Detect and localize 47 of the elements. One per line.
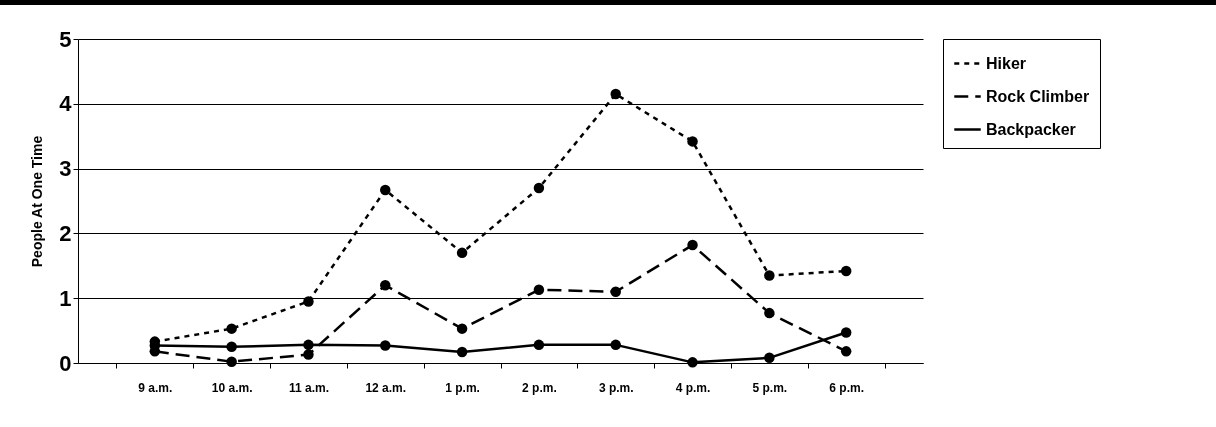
x-tick-label: 12 a.m. bbox=[365, 380, 407, 395]
x-tick-label: 1 p.m. bbox=[445, 380, 480, 395]
x-tick-label: 5 p.m. bbox=[752, 380, 788, 395]
point bbox=[610, 88, 621, 100]
x-tick-label: 9 a.m. bbox=[138, 380, 173, 395]
point bbox=[687, 239, 698, 251]
point bbox=[380, 340, 391, 351]
point bbox=[840, 346, 852, 357]
y-tick-label: 3 bbox=[59, 156, 72, 182]
y-tick-label: 5 bbox=[59, 26, 72, 52]
point bbox=[303, 339, 314, 351]
point bbox=[610, 286, 621, 297]
x-tick-label: 6 p.m. bbox=[829, 380, 865, 395]
x-tick-label: 3 p.m. bbox=[598, 380, 634, 395]
point bbox=[303, 296, 314, 307]
point bbox=[303, 349, 314, 360]
point bbox=[380, 184, 391, 196]
point bbox=[456, 247, 468, 259]
point bbox=[533, 339, 545, 351]
point bbox=[840, 327, 852, 338]
x-tick-label: 4 p.m. bbox=[675, 380, 711, 395]
x-tick-label: 2 p.m. bbox=[522, 380, 557, 395]
y-axis-title: People At One Time bbox=[29, 135, 46, 268]
point bbox=[610, 339, 621, 351]
y-tick-label: 2 bbox=[59, 220, 72, 246]
legend-label: Rock Climber bbox=[986, 87, 1090, 105]
point bbox=[764, 307, 775, 319]
point bbox=[456, 323, 468, 334]
point bbox=[764, 270, 775, 281]
point bbox=[840, 265, 852, 277]
point bbox=[533, 182, 545, 194]
y-tick-label: 1 bbox=[59, 285, 72, 311]
point bbox=[226, 356, 237, 367]
point bbox=[687, 136, 698, 147]
point bbox=[226, 341, 237, 353]
point bbox=[226, 323, 237, 334]
legend-label: Backpacker bbox=[986, 120, 1076, 138]
point bbox=[764, 352, 775, 364]
legend-label: Hiker bbox=[986, 54, 1027, 72]
x-tick-label: 10 a.m. bbox=[211, 380, 253, 395]
point bbox=[456, 346, 468, 358]
y-tick-label: 4 bbox=[59, 91, 73, 117]
point bbox=[380, 280, 391, 291]
point bbox=[687, 357, 698, 368]
y-tick-label: 0 bbox=[59, 350, 72, 376]
x-tick-label: 11 a.m. bbox=[288, 380, 329, 395]
point bbox=[533, 284, 545, 296]
